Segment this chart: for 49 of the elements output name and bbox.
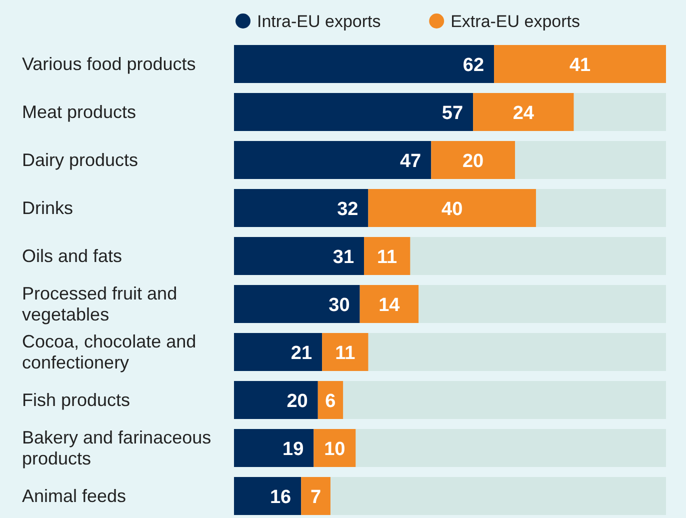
bar	[364, 237, 410, 275]
data-label: 10	[324, 439, 346, 460]
y-tick-label: Dairy products	[22, 150, 138, 170]
y-tick-label: Meat products	[22, 102, 136, 122]
y-tick-label: Animal feeds	[22, 486, 126, 506]
bar	[234, 93, 474, 131]
y-tick-label: Various food products	[22, 54, 196, 74]
data-label: 57	[442, 103, 464, 124]
bar	[322, 333, 368, 371]
data-label: 40	[442, 199, 463, 220]
y-tick-label: Drinks	[22, 198, 74, 218]
bar	[234, 477, 302, 515]
data-label: 32	[337, 199, 358, 220]
data-label: 47	[400, 151, 422, 172]
data-label: 30	[328, 295, 350, 316]
bar	[494, 45, 666, 83]
data-label: 7	[310, 487, 322, 508]
data-label: 16	[270, 487, 292, 508]
data-label: 41	[569, 55, 592, 76]
data-label: 19	[282, 439, 304, 460]
bar	[234, 333, 322, 371]
data-label: 21	[290, 343, 313, 364]
y-tick-label: Oils and fats	[22, 246, 122, 266]
bar	[360, 285, 419, 323]
bar	[234, 285, 360, 323]
data-label: 31	[332, 247, 354, 268]
y-tick-label: Cocoa, chocolate and confectionery	[22, 332, 196, 372]
bar	[234, 429, 314, 467]
data-label: 62	[462, 55, 484, 76]
data-label: 24	[512, 103, 534, 124]
y-tick-label: Processed fruit and vegetables	[22, 284, 178, 324]
data-label: 11	[335, 343, 356, 364]
data-label: 20	[286, 391, 308, 412]
bar	[318, 381, 344, 419]
legend-label: Extra-EU exports	[450, 12, 580, 31]
data-label: 6	[325, 391, 336, 412]
bar	[301, 477, 330, 515]
data-label: 11	[377, 247, 398, 268]
bar	[234, 189, 368, 227]
legend-label: Intra-EU exports	[257, 12, 381, 31]
data-label: 20	[462, 151, 484, 172]
y-tick-label: Bakery and farinaceous products	[22, 428, 212, 468]
y-tick-label: Fish products	[22, 390, 130, 410]
bar	[234, 45, 494, 83]
data-label: 14	[378, 295, 400, 316]
bar	[234, 237, 364, 275]
bar	[314, 429, 356, 467]
bar	[234, 141, 432, 179]
bar	[234, 381, 318, 419]
